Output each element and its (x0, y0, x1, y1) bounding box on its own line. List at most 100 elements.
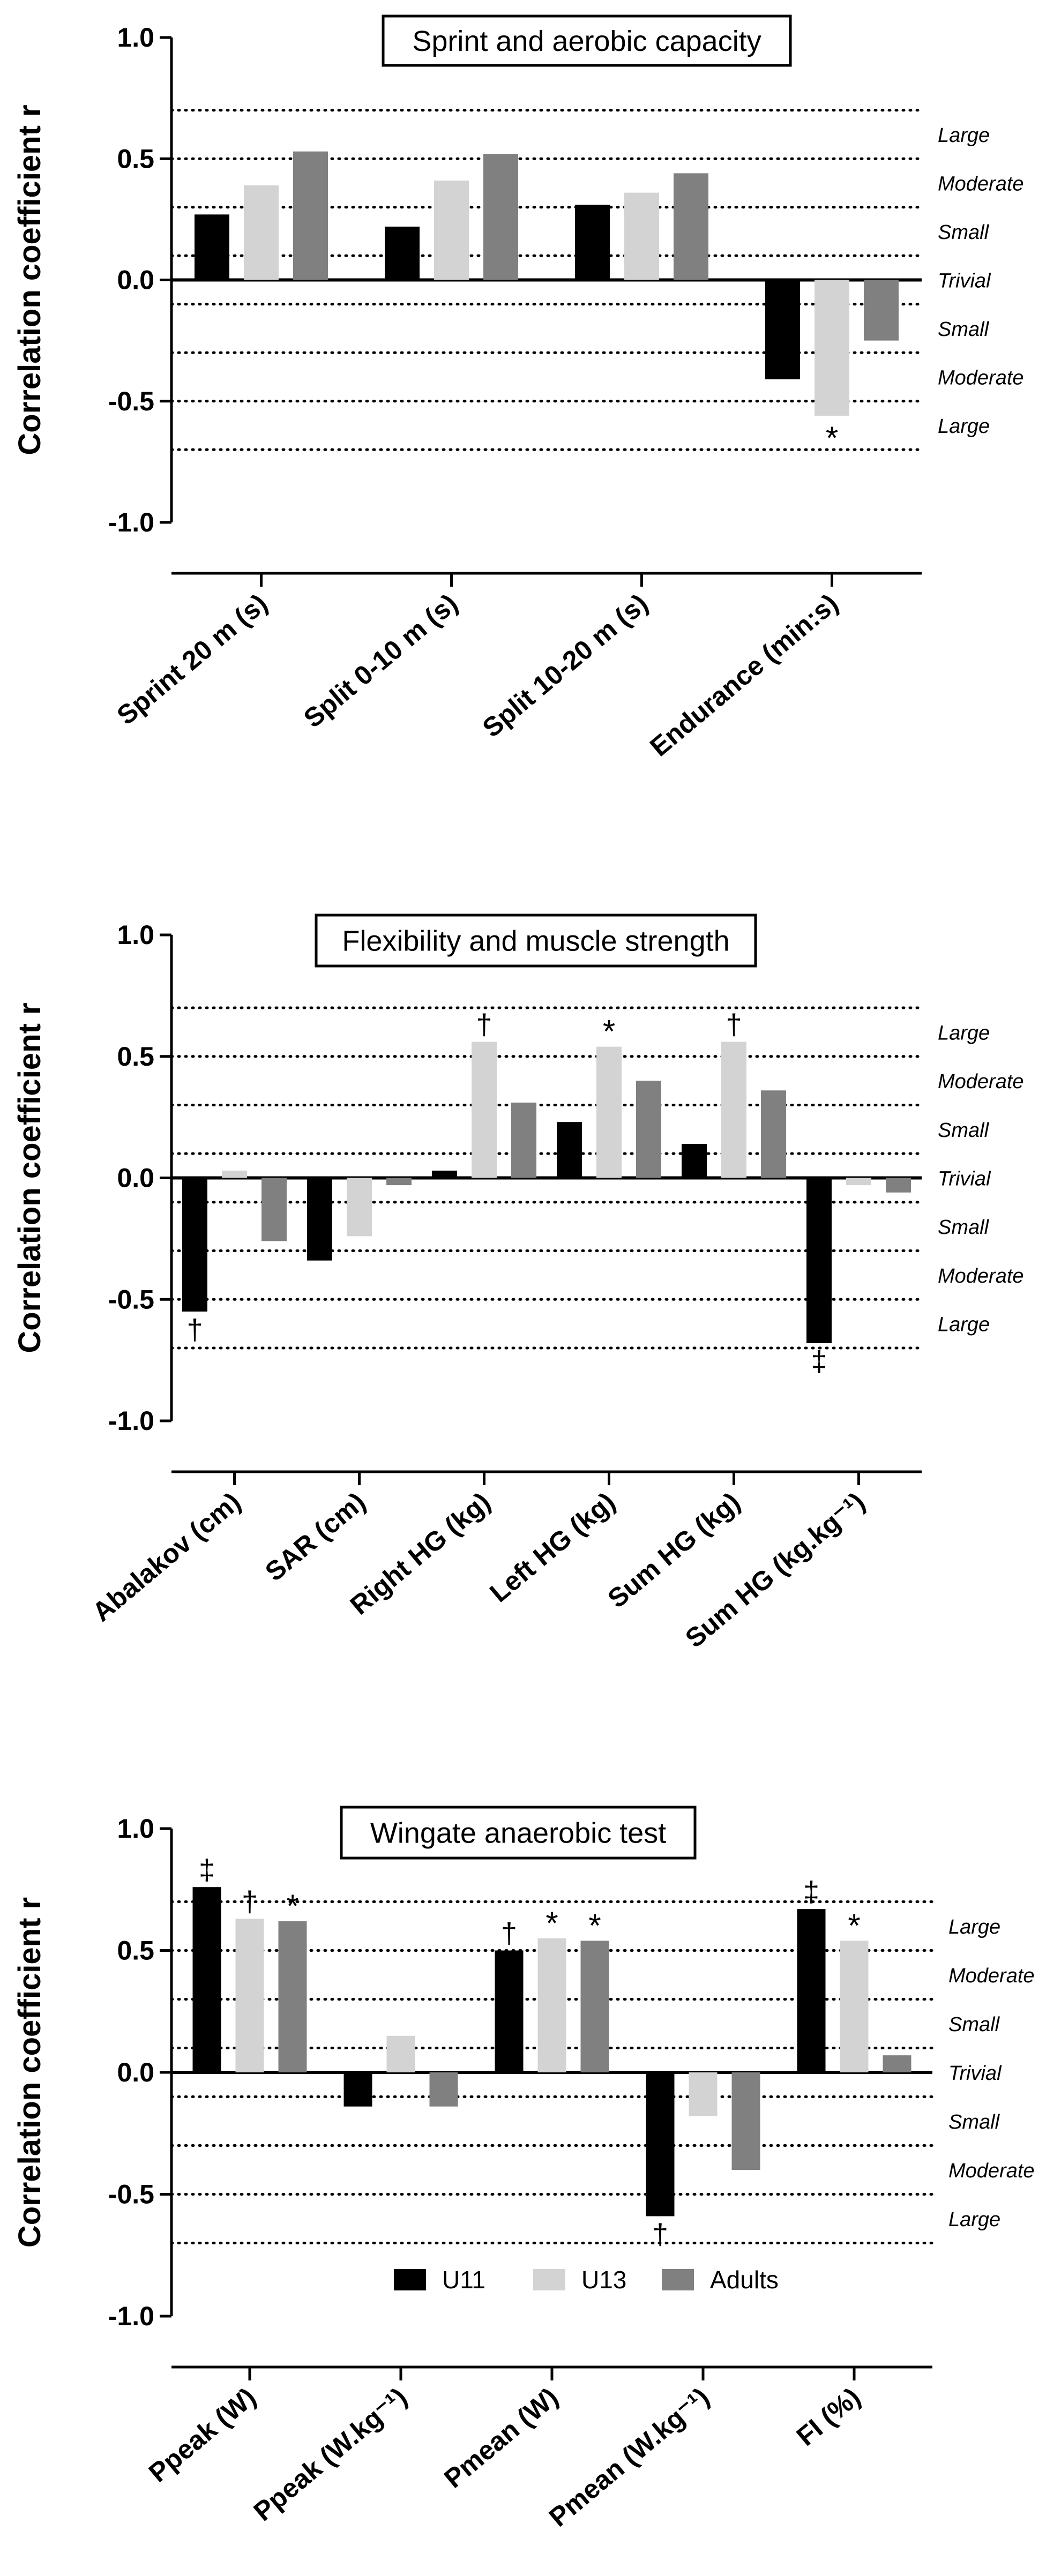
bar-u11 (195, 214, 229, 280)
y-tick-label: -1.0 (108, 507, 154, 537)
y-tick-label: -0.5 (108, 386, 154, 416)
bar-u13 (244, 185, 279, 280)
y-tick-label: 0.5 (117, 1936, 154, 1966)
zone-label: Large (948, 2208, 1000, 2231)
bar-adults (483, 154, 518, 280)
y-tick-label: -1.0 (108, 1406, 154, 1436)
x-tick-label: Pmean (W.kg⁻¹) (543, 2382, 715, 2533)
bar-u11 (432, 1170, 457, 1178)
bar-adults (511, 1102, 536, 1178)
significance-marker: † (726, 1009, 742, 1041)
chart-title: Sprint and aerobic capacity (412, 25, 761, 57)
bar-u11 (682, 1144, 707, 1178)
bar-u11 (797, 1909, 826, 2072)
bar-u13 (386, 2035, 415, 2072)
bar-adults (429, 2072, 458, 2107)
bar-adults (761, 1090, 786, 1178)
x-tick-label: Split 10-20 m (s) (477, 588, 654, 743)
bar-u11 (307, 1178, 332, 1261)
y-tick-label: 0.5 (117, 1042, 154, 1072)
bar-adults (580, 1941, 609, 2072)
x-tick-label: Endurance (min:s) (644, 588, 843, 762)
bar-adults (278, 1921, 307, 2072)
y-tick-label: -1.0 (108, 2301, 154, 2331)
bar-u13 (235, 1919, 264, 2072)
significance-marker: † (242, 1885, 258, 1918)
zone-label: Moderate (938, 1265, 1024, 1287)
significance-marker: * (848, 1907, 860, 1943)
bar-u13 (537, 1938, 566, 2072)
legend-label: Adults (710, 2266, 779, 2294)
significance-marker: ‡ (199, 1854, 215, 1886)
significance-marker: † (476, 1009, 492, 1041)
y-tick-label: 0.0 (117, 2057, 154, 2087)
x-tick-label: Pmean (W) (438, 2382, 564, 2494)
x-tick-label: Left HG (kg) (484, 1487, 621, 1608)
significance-marker: † (186, 1314, 203, 1346)
significance-marker: * (603, 1014, 615, 1050)
x-tick-label: SAR (cm) (259, 1487, 371, 1587)
y-axis-label: Correlation coefficient r (12, 104, 47, 455)
bar-u11 (575, 205, 610, 280)
bar-u13 (222, 1170, 247, 1178)
zone-label: Moderate (938, 173, 1024, 196)
significance-marker: † (652, 2218, 668, 2250)
zone-label: Moderate (948, 2160, 1035, 2182)
bar-u11 (385, 226, 420, 280)
bar-u13 (721, 1042, 746, 1178)
chart-title-box (315, 913, 757, 968)
zone-label: Small (948, 2013, 1000, 2036)
zone-label: Small (948, 2111, 1000, 2133)
bar-u11 (765, 280, 800, 380)
chart-title: Flexibility and muscle strength (342, 925, 729, 957)
y-tick-label: 0.0 (117, 265, 154, 295)
bar-adults (731, 2072, 760, 2170)
x-tick-label: Abalakov (cm) (87, 1487, 246, 1628)
zone-label: Trivial (948, 2062, 1002, 2085)
bar-adults (864, 280, 899, 341)
x-tick-label: Sprint 20 m (s) (111, 588, 273, 731)
legend-label: U11 (442, 2266, 485, 2294)
significance-marker: † (501, 1918, 517, 1950)
y-tick-label: 0.5 (117, 144, 154, 174)
zone-label: Small (938, 1216, 990, 1239)
zone-label: Small (938, 221, 990, 244)
significance-marker: ‡ (803, 1876, 819, 1908)
y-tick-label: 1.0 (117, 23, 154, 53)
y-tick-label: 0.0 (117, 1163, 154, 1193)
x-tick-label: Split 0-10 m (s) (298, 588, 463, 733)
zone-label: Moderate (938, 367, 1024, 390)
bar-u11 (806, 1178, 832, 1343)
bar-u13 (840, 1941, 869, 2072)
x-tick-label: Ppeak (W.kg⁻¹) (248, 2382, 413, 2527)
bar-adults (293, 151, 328, 280)
bar-u13 (846, 1178, 871, 1186)
significance-marker: * (588, 1907, 601, 1943)
zone-label: Large (938, 1314, 990, 1336)
bar-u11 (495, 1950, 524, 2072)
bar-u13 (624, 192, 659, 280)
zone-label: Trivial (938, 270, 991, 293)
chart-title: Wingate anaerobic test (370, 1817, 666, 1849)
bar-u13 (434, 180, 469, 280)
bar-u11 (343, 2072, 372, 2107)
chart-title-box (382, 14, 792, 67)
bar-adults (883, 2055, 911, 2072)
y-tick-label: 1.0 (117, 920, 154, 950)
bar-u13 (689, 2072, 718, 2116)
bar-u13 (815, 280, 849, 416)
bar-u13 (347, 1178, 372, 1237)
zone-label: Large (938, 124, 990, 147)
zone-label: Moderate (948, 1965, 1035, 1987)
legend-label: U13 (581, 2266, 626, 2294)
bar-u11 (557, 1122, 582, 1178)
y-tick-label: -0.5 (108, 2180, 154, 2210)
bar-adults (886, 1178, 911, 1193)
significance-marker: * (546, 1905, 558, 1941)
zone-label: Moderate (938, 1070, 1024, 1093)
bar-adults (674, 173, 708, 280)
bar-u13 (472, 1042, 497, 1178)
y-tick-label: 1.0 (117, 1814, 154, 1844)
bar-u11 (182, 1178, 207, 1312)
